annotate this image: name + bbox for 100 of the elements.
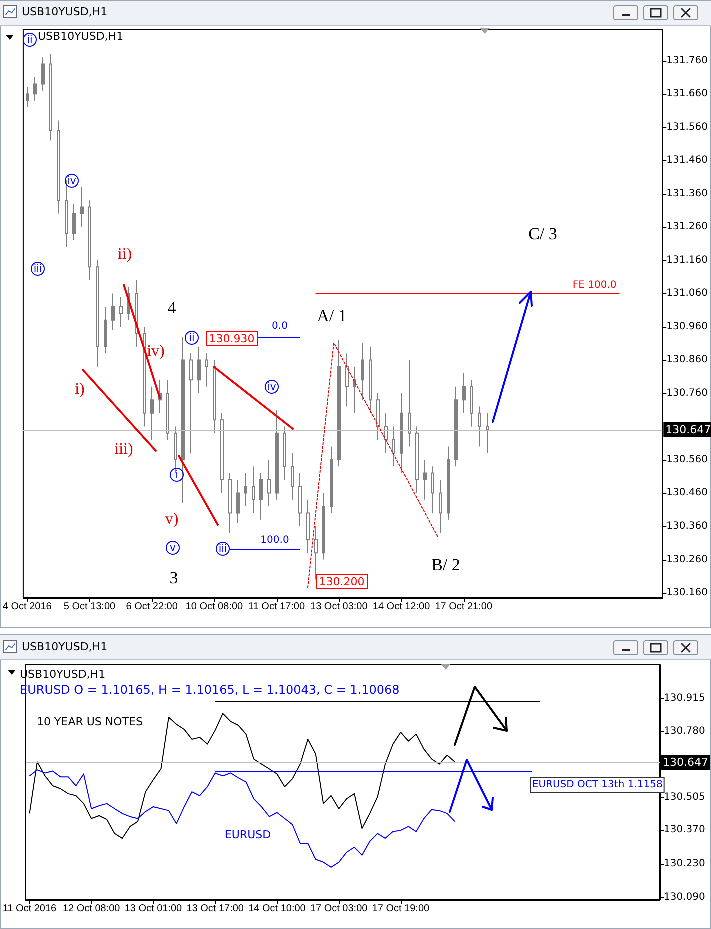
candlestick [369, 346, 372, 414]
annotation: 130.930 [206, 332, 258, 346]
candlestick [439, 479, 442, 534]
candlestick [205, 353, 208, 388]
ref-line-label: 130.647 [663, 756, 708, 770]
line-series [29, 713, 456, 840]
candlestick [150, 386, 154, 441]
ref-line-label: EURUSD OCT 13th 1.1158 [532, 780, 663, 791]
text: 10 YEAR US NOTES [37, 716, 143, 728]
y-tick-label: 130.505 [664, 792, 706, 804]
candlestick [470, 380, 473, 428]
y-tick-label: 131.360 [666, 188, 708, 200]
x-tick-label: 11 Oct 2016 [2, 904, 58, 914]
x-tick-label: 17 Oct 03:00 [310, 904, 368, 914]
series-label: EURUSD [224, 828, 272, 842]
candlestick [291, 452, 294, 500]
annotation: i [170, 468, 184, 482]
candlestick [26, 87, 29, 108]
x-tick-label: 14 Oct 12:00 [372, 602, 431, 612]
candlestick [228, 472, 232, 534]
annotation: ii) [118, 246, 132, 263]
annotation: iv [265, 380, 279, 394]
annotation: iii [216, 542, 230, 556]
annotation: A/ 1 [317, 306, 347, 326]
candlestick [189, 353, 193, 454]
y-tick-label: 130.090 [664, 892, 706, 904]
candlestick [252, 466, 255, 514]
candlestick [267, 459, 271, 508]
annotation: i) [75, 381, 85, 398]
candlestick [337, 340, 341, 468]
candlestick [41, 57, 45, 92]
candlestick [415, 426, 419, 494]
candlestick [298, 472, 302, 527]
candlestick [57, 120, 60, 214]
y-tick-label: 130.370 [664, 824, 706, 836]
candlestick [431, 466, 434, 514]
candlestick [408, 360, 411, 448]
y-tick-label: 131.760 [666, 55, 708, 66]
annotation: 100.0 [260, 535, 290, 546]
annotation: B/ 2 [432, 556, 460, 574]
candlestick [283, 426, 286, 480]
y-tick-label: 131.560 [666, 122, 708, 133]
candlestick [143, 326, 146, 428]
x-tick-label: 4 Oct 2016 [2, 602, 52, 612]
y-tick-label: 130.560 [666, 454, 708, 466]
candlestick [104, 306, 107, 354]
annotation: C/ 3 [528, 224, 558, 244]
x-tick-label: 13 Oct 17:00 [186, 904, 244, 914]
x-tick-label: 13 Oct 01:00 [124, 904, 183, 914]
candlestick [376, 392, 380, 441]
y-tick-label: 131.460 [666, 155, 708, 166]
candlestick [353, 366, 356, 414]
chart-title: USB10YUSD,H1 [38, 30, 124, 43]
candlestick [119, 296, 123, 328]
annotation: iv [65, 174, 79, 188]
y-tick-label: 130.260 [666, 554, 708, 566]
y-tick-label: 131.060 [666, 288, 708, 300]
annotation: 0.0 [272, 321, 288, 332]
x-tick-label: 17 Oct 21:00 [435, 602, 493, 612]
candlestick [392, 426, 395, 468]
x-tick-label: 13 Oct 03:00 [310, 602, 368, 612]
x-tick-label: 6 Oct 22:00 [126, 602, 178, 612]
candlestick [213, 360, 216, 434]
annotation: 130.200 [316, 574, 368, 590]
annotation: 4 [168, 298, 176, 318]
candlestick [111, 293, 115, 331]
y-tick-label: 131.660 [666, 88, 708, 100]
annotation: 3 [170, 568, 178, 588]
y-tick-label: 130.860 [666, 354, 708, 366]
y-tick-label: 131.260 [666, 222, 708, 233]
annotation: ii [185, 331, 199, 345]
x-tick-label: 11 Oct 17:00 [248, 602, 306, 612]
candlestick [345, 353, 349, 408]
candlestick [462, 373, 466, 414]
annotation: iv) [147, 343, 165, 360]
text: USB10YUSD,H1 [22, 6, 108, 18]
candlestick [33, 77, 37, 102]
candlestick [88, 200, 91, 281]
x-tick-label: 12 Oct 08:00 [62, 904, 121, 914]
candlestick [423, 459, 427, 500]
ref-line-label: 130.647 [666, 424, 711, 437]
x-tick-label: 5 Oct 13:00 [64, 602, 116, 612]
candlestick [80, 186, 84, 228]
candlestick [181, 336, 185, 504]
candlestick [72, 203, 76, 242]
y-tick-label: 130.460 [666, 488, 708, 499]
y-tick-label: 130.780 [664, 726, 706, 737]
candlestick [96, 260, 99, 368]
candlestick [197, 346, 201, 394]
candlestick [65, 180, 68, 248]
x-tick-label: 17 Oct 19:00 [372, 904, 430, 914]
candlestick [478, 406, 481, 448]
candlestick [400, 392, 403, 474]
ref-line-label: FE 100.0 [572, 280, 617, 292]
text: USB10YUSD,H1 [22, 640, 108, 654]
annotation: ii [23, 33, 37, 47]
y-tick-label: 130.360 [666, 521, 708, 532]
candlestick [306, 499, 310, 554]
annotation: v) [165, 511, 179, 528]
candlestick [259, 472, 263, 520]
